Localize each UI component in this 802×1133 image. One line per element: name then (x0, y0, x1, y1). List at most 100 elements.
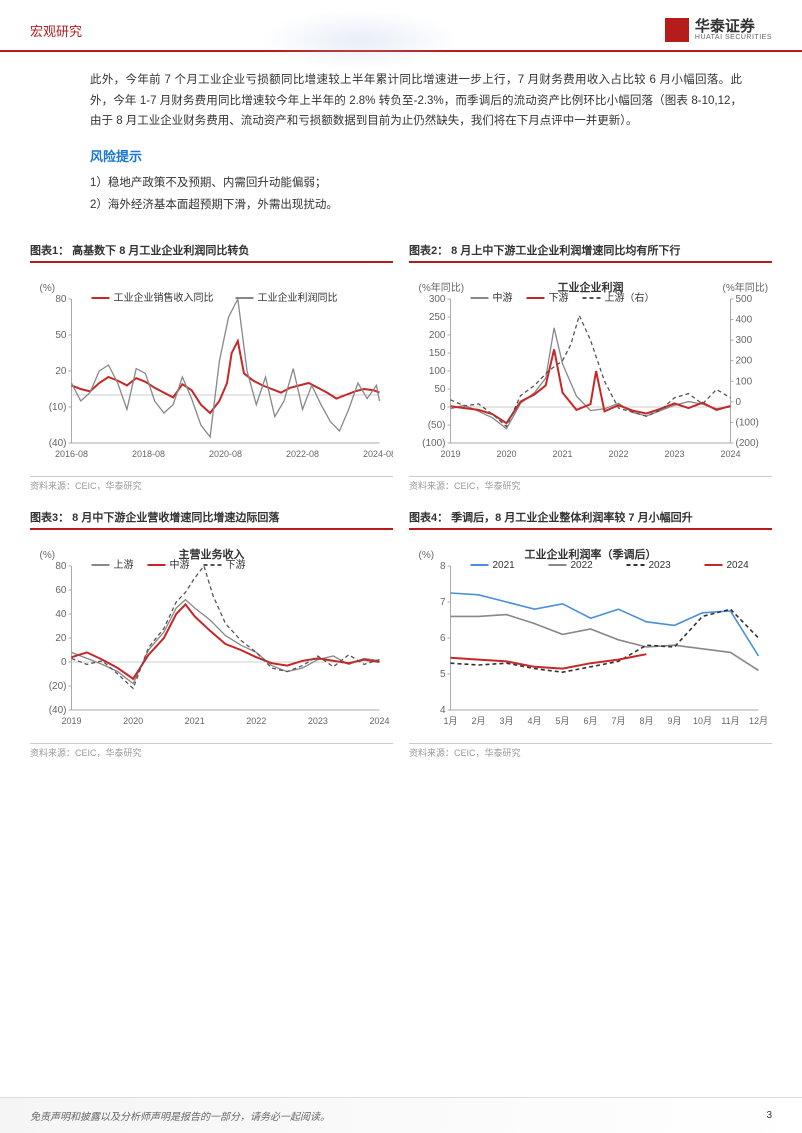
chart2-title: 图表2： 8 月上中下游工业企业利润增速同比均有所下行 (409, 242, 772, 263)
svg-text:2023: 2023 (649, 560, 672, 571)
svg-text:100: 100 (429, 366, 446, 377)
svg-text:300: 300 (736, 335, 753, 346)
svg-text:(10): (10) (49, 402, 67, 413)
svg-text:8: 8 (440, 561, 446, 572)
svg-text:2018-08: 2018-08 (132, 449, 165, 459)
svg-text:(40): (40) (49, 438, 67, 449)
svg-text:2024: 2024 (369, 716, 389, 726)
svg-text:6月: 6月 (583, 716, 597, 726)
svg-text:工业企业利润同比: 工业企业利润同比 (258, 291, 338, 304)
chart4-cell: 图表4： 季调后，8 月工业企业整体利润率较 7 月小幅回升 (%) 工业企业利润… (409, 508, 772, 759)
document-category: 宏观研究 (30, 21, 82, 40)
svg-text:下游: 下游 (226, 558, 246, 571)
intro-paragraph-1: 此外，今年前 7 个月工业企业亏损额同比增速较上半年累计同比增速进一步上行，7 … (90, 70, 742, 132)
svg-text:2023: 2023 (308, 716, 328, 726)
page-footer: 免责声明和披露以及分析师声明是报告的一部分，请务必一起阅读。 3 (0, 1097, 802, 1133)
svg-text:0: 0 (440, 402, 446, 413)
svg-text:(%): (%) (419, 550, 435, 561)
chart4-title: 图表4： 季调后，8 月工业企业整体利润率较 7 月小幅回升 (409, 509, 772, 530)
svg-text:2月: 2月 (471, 716, 485, 726)
svg-text:工业企业销售收入同比: 工业企业销售收入同比 (114, 291, 214, 304)
svg-text:1月: 1月 (443, 716, 457, 726)
chart2-cell: 图表2： 8 月上中下游工业企业利润增速同比均有所下行 (%年同比)(%年同比)… (409, 241, 772, 492)
logo-text-en: HUATAI SECURITIES (695, 34, 772, 41)
svg-text:中游: 中游 (493, 291, 513, 304)
svg-text:2024: 2024 (720, 449, 740, 459)
svg-text:(100): (100) (422, 438, 445, 449)
svg-text:9月: 9月 (667, 716, 681, 726)
svg-text:2024: 2024 (727, 560, 750, 571)
company-logo: 华泰证券 HUATAI SECURITIES (665, 18, 772, 42)
svg-text:2023: 2023 (664, 449, 684, 459)
svg-text:2021: 2021 (552, 449, 572, 459)
chart1-title: 图表1： 高基数下 8 月工业企业利润同比转负 (30, 242, 393, 263)
svg-text:60: 60 (55, 585, 67, 596)
chart2-source: 资料来源：CEIC，华泰研究 (409, 476, 772, 492)
svg-text:(%): (%) (40, 550, 56, 561)
chart1-source: 资料来源：CEIC，华泰研究 (30, 476, 393, 492)
svg-text:2022: 2022 (571, 560, 594, 571)
svg-text:80: 80 (55, 561, 67, 572)
page-header: 宏观研究 华泰证券 HUATAI SECURITIES (0, 0, 802, 52)
svg-text:(40): (40) (49, 705, 67, 716)
chart3-svg: (%)主营业务收入(40)(20)02040608020192020202120… (30, 536, 393, 736)
svg-text:下游: 下游 (549, 291, 569, 304)
svg-text:7月: 7月 (611, 716, 625, 726)
svg-text:(50): (50) (428, 420, 446, 431)
svg-text:20: 20 (55, 633, 67, 644)
svg-text:40: 40 (55, 609, 67, 620)
svg-text:8月: 8月 (639, 716, 653, 726)
svg-text:(%年同比): (%年同比) (419, 281, 465, 294)
svg-text:5: 5 (440, 669, 446, 680)
svg-text:(100): (100) (736, 417, 759, 428)
logo-mark-icon (665, 18, 689, 42)
svg-text:上游（右）: 上游（右） (605, 291, 655, 304)
svg-text:(%): (%) (40, 283, 56, 294)
svg-text:(%年同比): (%年同比) (723, 281, 769, 294)
svg-text:11月: 11月 (721, 716, 739, 726)
svg-text:(200): (200) (736, 438, 759, 449)
svg-text:2016-08: 2016-08 (55, 449, 88, 459)
svg-text:2020: 2020 (496, 449, 516, 459)
svg-text:3月: 3月 (499, 716, 513, 726)
svg-text:2020-08: 2020-08 (209, 449, 242, 459)
footer-disclaimer: 免责声明和披露以及分析师声明是报告的一部分，请务必一起阅读。 (30, 1108, 330, 1123)
svg-text:主营业务收入: 主营业务收入 (179, 547, 245, 561)
risk-heading: 风险提示 (90, 146, 742, 165)
svg-text:50: 50 (55, 330, 67, 341)
chart4-source: 资料来源：CEIC，华泰研究 (409, 743, 772, 759)
svg-text:0: 0 (736, 397, 742, 408)
svg-text:50: 50 (434, 384, 446, 395)
svg-text:2019: 2019 (61, 716, 81, 726)
svg-text:400: 400 (736, 314, 753, 325)
risk-item-1: 1）稳地产政策不及预期、内需回升动能偏弱； (90, 173, 742, 195)
svg-text:5月: 5月 (555, 716, 569, 726)
svg-text:2021: 2021 (493, 560, 516, 571)
svg-text:0: 0 (61, 657, 67, 668)
charts-grid: 图表1： 高基数下 8 月工业企业利润同比转负 (%)(40)(10)20508… (0, 227, 802, 759)
svg-text:250: 250 (429, 312, 446, 323)
svg-text:2024-08: 2024-08 (363, 449, 393, 459)
svg-text:6: 6 (440, 633, 446, 644)
svg-text:2022-08: 2022-08 (286, 449, 319, 459)
svg-text:上游: 上游 (114, 558, 134, 571)
chart3-cell: 图表3： 8 月中下游企业营收增速同比增速边际回落 (%)主营业务收入(40)(… (30, 508, 393, 759)
page-number: 3 (766, 1110, 772, 1121)
logo-text-cn: 华泰证券 (695, 19, 772, 34)
svg-text:150: 150 (429, 348, 446, 359)
svg-text:中游: 中游 (170, 558, 190, 571)
svg-text:2022: 2022 (608, 449, 628, 459)
svg-text:工业企业利润率（季调后）: 工业企业利润率（季调后） (525, 547, 657, 561)
svg-text:200: 200 (429, 330, 446, 341)
svg-text:20: 20 (55, 366, 67, 377)
chart2-svg: (%年同比) (%年同比) 工业企业利润 (100) (50) 0 50 100 150 200 2… (409, 269, 772, 469)
svg-text:2022: 2022 (246, 716, 266, 726)
svg-text:12月: 12月 (749, 716, 768, 726)
svg-text:2020: 2020 (123, 716, 143, 726)
svg-text:工业企业利润: 工业企业利润 (558, 280, 624, 294)
risk-item-2: 2）海外经济基本面超预期下滑，外需出现扰动。 (90, 195, 742, 217)
svg-text:4月: 4月 (527, 716, 541, 726)
svg-text:300: 300 (429, 294, 446, 305)
svg-text:2019: 2019 (440, 449, 460, 459)
svg-text:500: 500 (736, 294, 753, 305)
